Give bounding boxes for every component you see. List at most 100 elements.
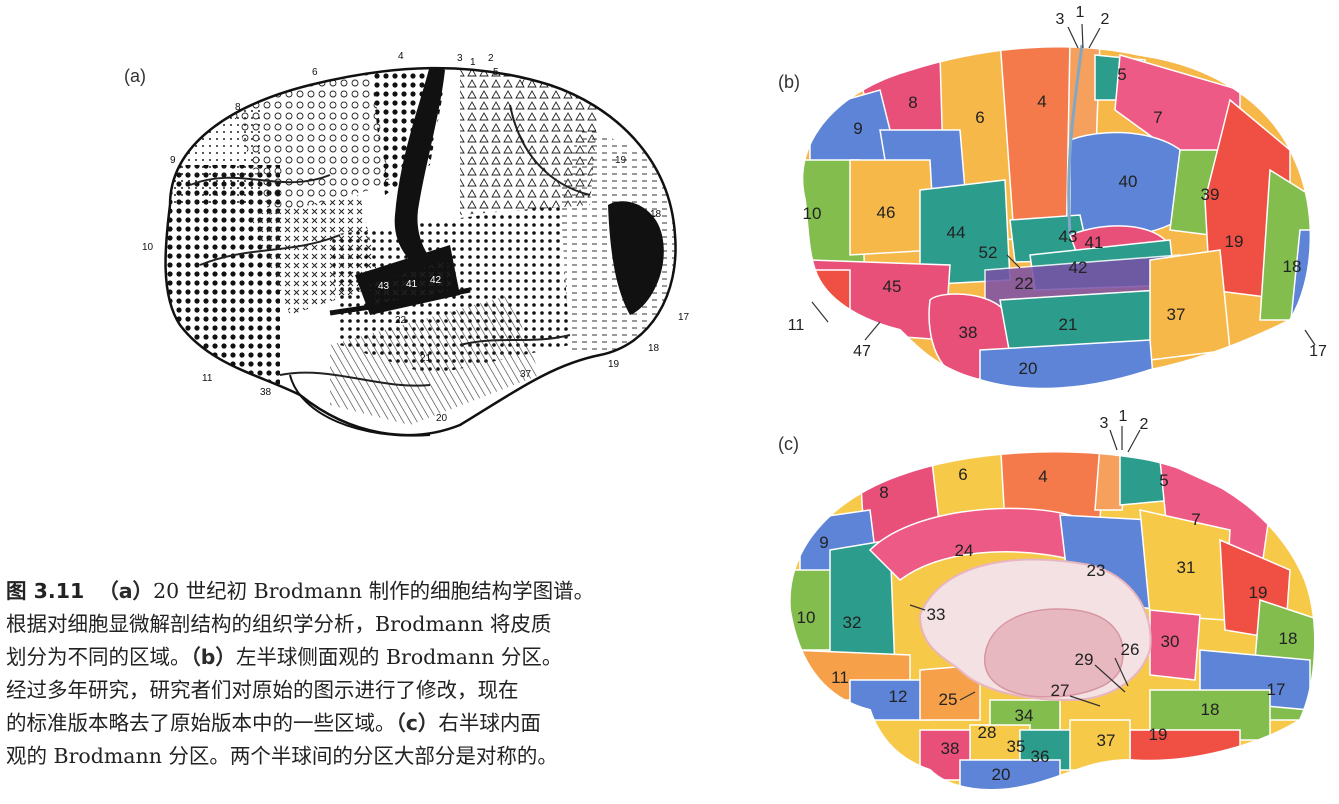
- region-label: 19: [1225, 232, 1244, 251]
- region-label: 7: [1191, 510, 1200, 529]
- region-number: 38: [260, 387, 272, 398]
- caption-text: 左半球侧面观的 Brodmann 分区。: [235, 645, 563, 669]
- region-label: 12: [889, 687, 908, 706]
- caption-tag-c: （c）: [395, 711, 439, 735]
- region-number: 19: [615, 155, 627, 166]
- region-label: 5: [1159, 471, 1168, 490]
- panel-b-label: (b): [778, 72, 800, 92]
- region-label: 44: [947, 223, 966, 242]
- caption-text: 经过多年研究，研究者们对原始的图示进行了修改，现在: [6, 678, 519, 702]
- region-label: 18: [1279, 629, 1298, 648]
- region-number: 22: [395, 315, 407, 326]
- region-label: 46: [877, 203, 896, 222]
- region-label: 6: [958, 465, 967, 484]
- caption-text: 观的 Brodmann 分区。两个半球间的分区大部分是对称的。: [6, 744, 558, 768]
- region-label: 18: [1283, 257, 1302, 276]
- outer-label: 2: [1140, 416, 1149, 433]
- caption-text: 20 世纪初 Brodmann 制作的细胞结构学图谱。: [153, 579, 595, 603]
- region-number: 3: [457, 53, 463, 64]
- region-number: 21: [420, 353, 432, 364]
- region-label: 41: [1085, 233, 1104, 252]
- region-label: 9: [819, 533, 828, 552]
- region-label: 32: [843, 613, 862, 632]
- region-label: 45: [883, 277, 902, 296]
- region-label: 37: [1097, 731, 1116, 750]
- caption-line-6: 观的 Brodmann 分区。两个半球间的分区大部分是对称的。: [6, 740, 696, 773]
- region-label: 28: [978, 723, 997, 742]
- caption-text: 的标准版本略去了原始版本中的一些区域。: [6, 711, 396, 735]
- region-label: 20: [1019, 359, 1038, 378]
- region-label: 21: [1059, 315, 1078, 334]
- region-label: 40: [1119, 172, 1138, 191]
- outer-label: 1: [1076, 4, 1085, 21]
- region-label: 38: [959, 323, 978, 342]
- region-label: 19: [1249, 583, 1268, 602]
- outer-label: 11: [788, 317, 805, 334]
- region-label: 52: [979, 243, 998, 262]
- caption-line-1: 图 3.11 （a）20 世纪初 Brodmann 制作的细胞结构学图谱。: [6, 575, 696, 608]
- caption-line-2: 根据对细胞显微解剖结构的组织学分析，Brodmann 将皮质: [6, 608, 696, 641]
- region-label: 10: [797, 608, 816, 627]
- panel-c-label: (c): [778, 434, 799, 454]
- region-label: 6: [975, 108, 984, 127]
- caption-text: 划分为不同的区域。: [6, 645, 191, 669]
- region-label: 29: [1075, 650, 1094, 669]
- region-label: 36: [1031, 747, 1050, 766]
- region-label: 38: [941, 739, 960, 758]
- region-label: 24: [955, 541, 974, 560]
- region-number: 20: [436, 413, 448, 424]
- region-label: 4: [1037, 92, 1046, 111]
- region-number: 7: [520, 77, 526, 88]
- region-label: 9: [853, 119, 862, 138]
- outer-label: 47: [853, 343, 871, 360]
- caption-text: 右半球内面: [438, 711, 541, 735]
- region-number: 17: [678, 312, 690, 323]
- region-label: 17: [1267, 680, 1286, 699]
- lateral-region-labels: 8 6 4 5 7 9 46 44 40 39 10 43 41 52 42 1…: [803, 65, 1302, 378]
- panel-a-label: (a): [124, 66, 146, 86]
- region-number: 6: [312, 67, 318, 78]
- region-number: 11: [202, 373, 213, 384]
- caption-line-3: 划分为不同的区域。（b）左半球侧面观的 Brodmann 分区。: [6, 641, 696, 674]
- region-label: 27: [1051, 681, 1070, 700]
- region-label: 26: [1121, 640, 1140, 659]
- region-label: 43: [1059, 227, 1078, 246]
- figure-caption: 图 3.11 （a）20 世纪初 Brodmann 制作的细胞结构学图谱。 根据对…: [6, 575, 696, 773]
- region-label: 33: [927, 605, 946, 624]
- lateral-view-brodmann-map: 8 6 4 5 7 9 46 44 40 39 10 43 41 52 42 1…: [788, 4, 1327, 390]
- region-label: 20: [992, 765, 1011, 784]
- region-label: 19: [1149, 725, 1168, 744]
- outer-label: 1: [1119, 408, 1128, 425]
- medial-outer-labels: 3 1 2: [1100, 408, 1149, 433]
- region-number: 18: [650, 209, 662, 220]
- caption-tag-b: （b）: [190, 645, 236, 669]
- medial-view-brodmann-map: 8 6 4 5 7 9 24 23 31 19 10 32 33 30 18 2…: [788, 408, 1317, 791]
- region-label: 30: [1161, 632, 1180, 651]
- region-label: 4: [1038, 467, 1047, 486]
- outer-label: 3: [1100, 415, 1109, 432]
- region-label: 10: [803, 204, 822, 223]
- region-number: 42: [430, 275, 442, 286]
- region-number: 41: [406, 279, 418, 290]
- brodmann-original-drawing: 6 8 9 10 11 4 3 1 2 5 7 19 18 17 18 19 3…: [142, 51, 690, 437]
- region-label: 23: [1087, 561, 1106, 580]
- region-label: 25: [939, 690, 958, 709]
- region-label: 11: [831, 668, 849, 687]
- caption-text: 根据对细胞显微解剖结构的组织学分析，Brodmann 将皮质: [6, 612, 552, 636]
- outer-label: 3: [1056, 11, 1065, 28]
- region-number: 37: [520, 369, 532, 380]
- region-number: 18: [648, 343, 660, 354]
- region-number: 43: [378, 281, 390, 292]
- region-number: 4: [398, 51, 404, 62]
- region-label: 18: [1201, 700, 1220, 719]
- original-region-number-labels: 6 8 9 10 11 4 3 1 2 5 7 19 18 17 18 19 3…: [142, 51, 690, 424]
- lateral-outer-labels: 3 1 2 11 47 17: [788, 4, 1327, 360]
- outer-label: 2: [1101, 11, 1110, 28]
- region-label: 22: [1015, 274, 1034, 293]
- region-label: 42: [1069, 258, 1088, 277]
- region-label: 7: [1153, 108, 1162, 127]
- region-label: 37: [1167, 305, 1186, 324]
- figure-number: 图 3.11: [6, 579, 85, 603]
- outer-label: 17: [1309, 343, 1327, 360]
- region-number: 9: [170, 155, 176, 166]
